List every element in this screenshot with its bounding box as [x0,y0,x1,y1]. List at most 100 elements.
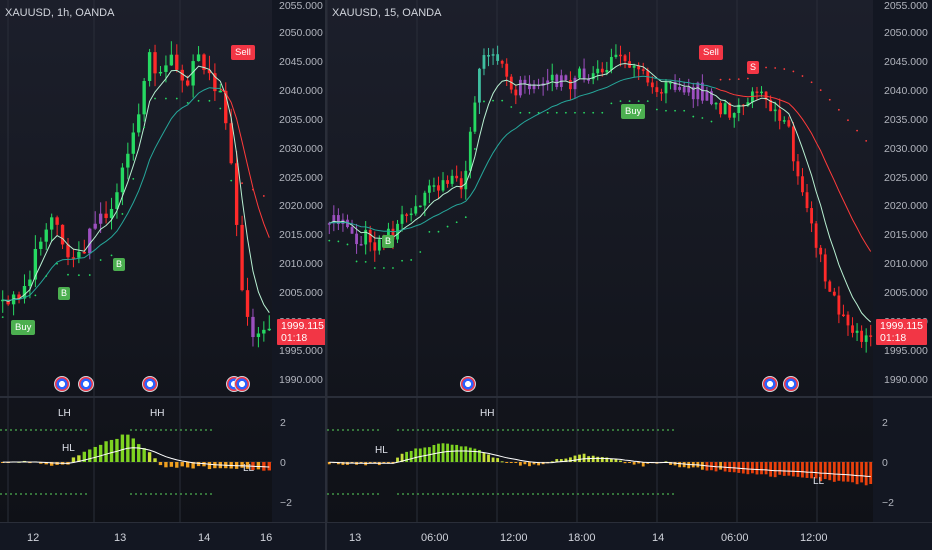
us-flag-event-icon[interactable] [783,376,799,392]
candle-body [678,87,682,90]
last-price-badge: 1999.115 01:18 [277,319,325,345]
histogram-bar [496,458,500,462]
trailing-stop-dot [419,251,422,253]
histogram-bar [860,462,864,483]
slow-ma-line [715,87,872,252]
histogram-bar [414,448,418,462]
price-tick: 2010.000 [279,258,323,270]
symbol-title[interactable]: XAUUSD, 15, OANDA [332,7,442,19]
pane-separator[interactable] [327,396,932,398]
trailing-stop-dot [382,267,385,269]
symbol-title[interactable]: XAUUSD, 1h, OANDA [5,7,115,19]
trailing-stop-dot [646,100,649,103]
histogram-bar [632,462,636,465]
indicator-tick: 2 [280,417,286,429]
trailing-stop-dot [77,274,80,277]
right-chart-canvas[interactable] [327,0,932,550]
us-flag-event-icon[interactable] [762,376,778,392]
candle-body [682,87,686,93]
pane-separator[interactable] [0,396,325,398]
histogram-bar [810,462,813,479]
candle-body [256,333,261,338]
candle-body [614,54,618,57]
indicator-tick: −2 [280,497,292,509]
last-price-value: 1999.115 [880,320,924,332]
candle-body [546,80,550,84]
trailing-stop-dot [510,106,513,108]
histogram-bar [669,462,672,465]
histogram-bar [623,462,627,464]
candle-body [837,295,841,315]
candle-body [44,229,48,242]
trailing-stop-dot [792,70,795,73]
candle-body [169,54,174,66]
histogram-bar [778,462,782,475]
candle-body [332,215,336,224]
us-flag-event-icon[interactable] [54,376,70,392]
histogram-bar [505,462,509,463]
candle-body [619,54,622,57]
candle-body [569,80,572,90]
histogram-bar [828,462,832,481]
candle-body [409,213,413,216]
time-tick: 12 [27,532,40,544]
candle-body [158,71,163,74]
candle-body [49,217,54,230]
histogram-bar [336,462,340,465]
candle-body [760,91,763,94]
trailing-stop-dot [219,107,222,110]
candle-body [191,61,195,86]
candle-body [240,224,244,291]
histogram-bar [142,448,146,462]
candle-body [805,192,809,209]
price-tick: 2045.000 [884,56,928,68]
histogram-bar [664,461,668,463]
candle-body [437,185,440,191]
us-flag-event-icon[interactable] [460,376,476,392]
candle-body [869,335,873,337]
trailing-stop-dot [665,109,667,112]
histogram-bar [518,462,522,466]
histogram-bar [673,462,677,466]
chart-panel-left[interactable]: XAUUSD, 1h, OANDA Buy B B Sell LH HH HL … [0,0,325,550]
candle-body [368,229,372,243]
time-axis[interactable]: 12 13 14 16 [0,522,325,550]
candle-body [532,84,536,90]
candle-body [234,163,239,225]
trailing-stop-dot [186,101,189,104]
histogram-bar [405,451,409,462]
price-scale[interactable]: 2055.000 2050.000 2045.000 2040.000 2035… [272,0,325,550]
histogram-bar [578,454,581,462]
histogram-bar [468,447,472,462]
trailing-stop-dot [262,195,265,197]
candle-body [464,170,468,190]
trailing-stop-dot [132,177,135,180]
candle-body [591,73,595,80]
trailing-stop-dot [592,111,595,114]
candle-body [213,73,217,92]
left-chart-canvas[interactable] [0,0,325,550]
chart-panel-right[interactable]: XAUUSD, 15, OANDA Buy B Sell S HH HL LL … [327,0,932,550]
price-tick: 2010.000 [884,258,928,270]
us-flag-event-icon[interactable] [142,376,158,392]
histogram-bar [764,462,768,475]
price-scale[interactable]: 2055.000 2050.000 2045.000 2040.000 2035… [873,0,932,550]
candle-body [60,224,65,245]
candle-body [832,291,836,296]
panel-divider[interactable] [325,0,327,550]
sell-signal-label: Sell [699,45,723,60]
trailing-stop-dot [410,259,413,261]
trailing-stop-dot [746,77,749,80]
candle-body [1,299,5,302]
candle-body [505,63,509,77]
lh-label: LH [58,408,71,419]
us-flag-event-icon[interactable] [78,376,94,392]
us-flag-event-icon[interactable] [234,376,250,392]
candle-body [98,213,103,224]
candle-body [359,244,363,246]
candle-body [842,314,845,317]
histogram-bar [851,462,854,483]
candle-body [487,55,490,57]
time-axis[interactable]: 13 06:00 12:00 18:00 14 06:00 12:00 [327,522,932,550]
candle-body [550,74,554,81]
